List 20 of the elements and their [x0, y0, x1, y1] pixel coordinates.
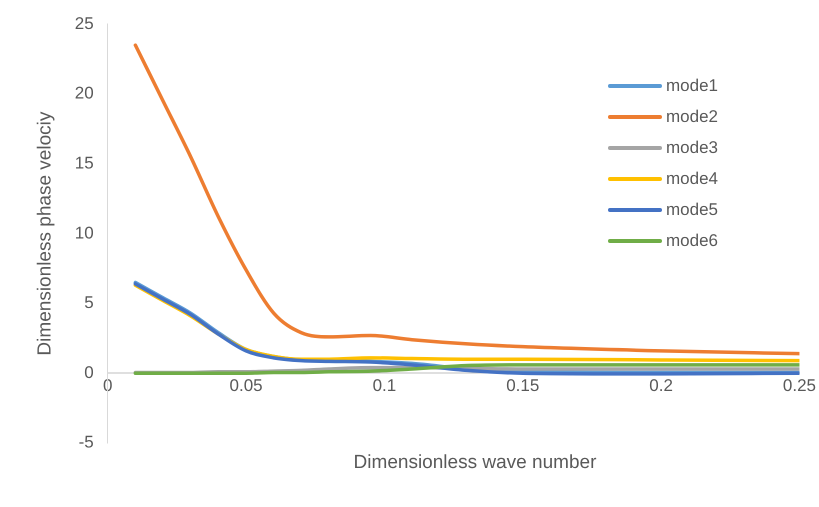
legend-label: mode6 [666, 230, 718, 250]
x-tick-label: 0.25 [782, 376, 816, 396]
y-tick-label: 20 [74, 84, 94, 103]
y-tick-label: -5 [78, 432, 94, 452]
y-axis-title: Dimensionless phase velociy [34, 111, 56, 356]
legend-label: mode4 [666, 168, 718, 188]
y-tick-label: 0 [84, 362, 94, 382]
legend-label: mode2 [666, 106, 718, 126]
legend-label: mode3 [666, 138, 718, 158]
y-tick-label: 25 [74, 14, 94, 33]
x-tick-label: 0.2 [649, 376, 673, 396]
x-axis-title: Dimensionless wave number [352, 452, 598, 474]
x-tick-label: 0.1 [372, 376, 396, 396]
x-tick-label: 0.15 [506, 376, 540, 396]
y-tick-label: 15 [74, 153, 94, 172]
y-tick-label: 5 [84, 293, 94, 312]
x-tick-label: 0.05 [230, 376, 263, 396]
legend-label: mode1 [666, 76, 718, 96]
y-tick-label: 10 [74, 223, 94, 242]
legend-label: mode5 [666, 200, 718, 220]
